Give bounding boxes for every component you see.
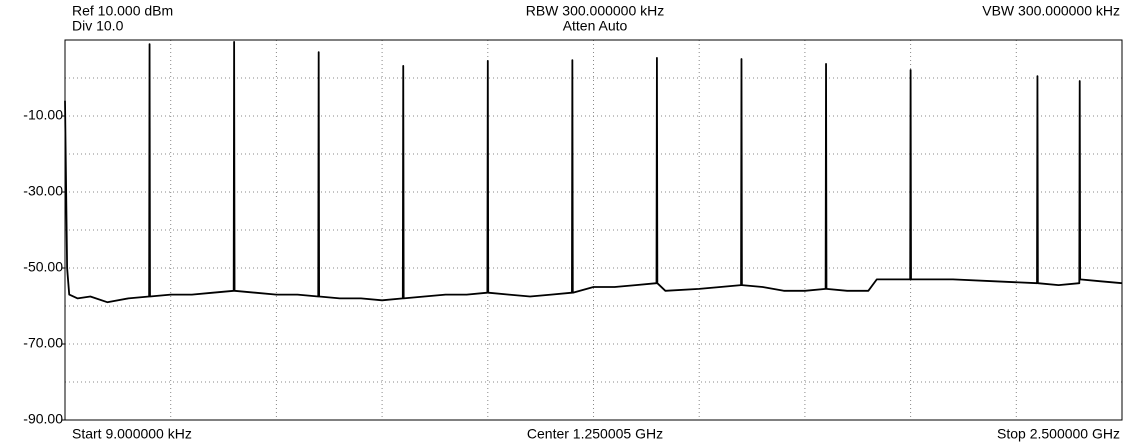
trace <box>64 41 1123 304</box>
atten-label: Atten Auto <box>563 18 628 34</box>
ref-label: Ref 10.000 dBm <box>72 3 173 19</box>
div-label: Div 10.0 <box>72 18 124 34</box>
y-tick-label: -70.00 <box>23 335 63 351</box>
y-tick-label: -50.00 <box>23 259 63 275</box>
center-label: Center 1.250005 GHz <box>527 426 663 442</box>
y-tick-label: -10.00 <box>23 107 63 123</box>
start-label: Start 9.000000 kHz <box>72 426 192 442</box>
plot-border <box>64 39 1123 421</box>
y-tick-label: -90.00 <box>23 411 63 427</box>
rbw-label: RBW 300.000000 kHz <box>526 3 665 19</box>
y-tick-label: -30.00 <box>23 183 63 199</box>
vbw-label: VBW 300.000000 kHz <box>982 3 1120 19</box>
stop-label: Stop 2.500000 GHz <box>997 426 1120 442</box>
